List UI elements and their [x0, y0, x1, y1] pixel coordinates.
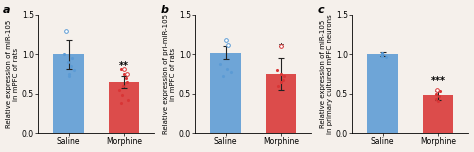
Bar: [54, 54, 84, 133]
Point: [274, 85, 282, 87]
Point: [279, 78, 287, 81]
Point: [433, 89, 441, 91]
Text: b: b: [160, 5, 168, 16]
Y-axis label: Relative expression of miR-105
in primary cultured mPFC neurons: Relative expression of miR-105 in primar…: [319, 14, 333, 134]
Point: [223, 67, 230, 70]
Point: [433, 93, 440, 95]
Text: **: **: [119, 61, 129, 71]
Point: [432, 97, 440, 100]
Point: [125, 99, 132, 101]
Point: [225, 44, 232, 46]
Point: [437, 90, 444, 92]
Text: ***: ***: [430, 76, 446, 86]
Bar: [367, 54, 398, 133]
Text: c: c: [318, 5, 324, 16]
Point: [123, 73, 130, 75]
Point: [219, 75, 227, 78]
Point: [123, 81, 131, 83]
Bar: [109, 82, 139, 133]
Point: [122, 77, 130, 79]
Text: *: *: [278, 43, 283, 53]
Point: [277, 73, 285, 75]
Point: [435, 95, 442, 97]
Point: [64, 61, 72, 64]
Point: [434, 100, 441, 102]
Y-axis label: Relative expression of miR-105
in mPFC of rats: Relative expression of miR-105 in mPFC o…: [6, 20, 19, 128]
Bar: [210, 53, 241, 133]
Point: [280, 75, 288, 78]
Point: [378, 55, 385, 57]
Point: [378, 52, 385, 54]
Point: [382, 55, 390, 58]
Point: [277, 81, 284, 83]
Point: [118, 94, 125, 97]
Bar: [266, 74, 296, 133]
Point: [115, 89, 123, 91]
Point: [118, 67, 125, 70]
Point: [65, 73, 73, 75]
Bar: [423, 95, 453, 133]
Point: [70, 69, 78, 71]
Point: [68, 57, 75, 60]
Point: [227, 71, 235, 73]
Point: [120, 67, 128, 70]
Point: [120, 73, 128, 75]
Point: [273, 69, 281, 71]
Point: [62, 29, 70, 32]
Point: [60, 53, 68, 56]
Text: a: a: [3, 5, 11, 16]
Point: [222, 39, 230, 41]
Point: [65, 75, 73, 78]
Point: [67, 65, 75, 67]
Point: [119, 85, 127, 87]
Point: [277, 45, 285, 48]
Y-axis label: Relative expression of pri-miR-105
in mPFC of rats: Relative expression of pri-miR-105 in mP…: [163, 14, 176, 134]
Point: [379, 53, 386, 56]
Point: [217, 63, 224, 65]
Point: [117, 102, 125, 105]
